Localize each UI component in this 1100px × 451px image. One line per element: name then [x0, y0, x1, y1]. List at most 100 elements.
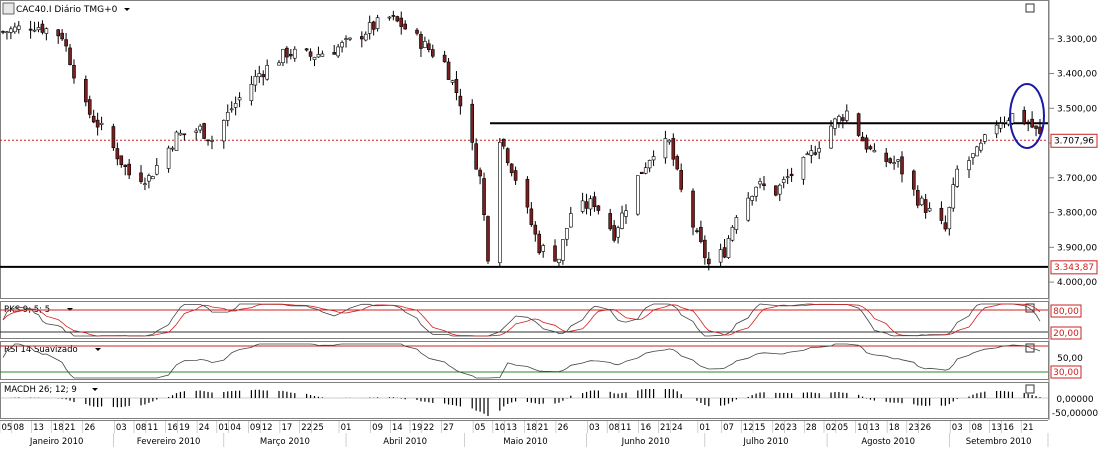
month-label: Janeiro 2010 [29, 437, 84, 447]
month-label: Junho 2010 [621, 437, 670, 447]
candle [391, 10, 396, 21]
day-label: 10 [857, 423, 868, 433]
candle-body [261, 74, 266, 78]
candle-body [182, 133, 187, 136]
candle [403, 20, 407, 30]
last-price-box [1050, 133, 1098, 148]
price-panel-title[interactable]: CAC40.I Diário TMG+0 [16, 5, 118, 15]
candle-body [703, 239, 707, 258]
rsi-title-dropdown-icon[interactable] [95, 348, 101, 351]
candle [430, 44, 435, 59]
day-label: 13 [991, 423, 1002, 433]
macd-maximize-icon[interactable] [1025, 384, 1035, 394]
candle-body [277, 62, 281, 66]
day-label: 03 [952, 423, 963, 433]
day-label: 15 [755, 423, 766, 433]
candle [967, 156, 971, 178]
month-label: Março 2010 [260, 437, 310, 447]
candle [285, 46, 289, 64]
candle-body [450, 80, 455, 83]
candle-body [533, 224, 538, 235]
candle [320, 50, 325, 57]
candle [565, 228, 569, 247]
candle [785, 168, 790, 184]
candle [1002, 116, 1007, 128]
day-label: 18 [53, 423, 64, 433]
candle-body [1, 31, 5, 33]
candle [344, 35, 348, 48]
month-label: Maio 2010 [503, 437, 547, 447]
candle [222, 119, 226, 149]
candle-body [900, 156, 904, 175]
candle [667, 139, 672, 145]
instrument-icon[interactable] [2, 2, 15, 15]
day-label: 01 [218, 423, 229, 433]
candle [486, 215, 490, 264]
candle [647, 159, 652, 173]
price-title-dropdown-icon[interactable] [124, 8, 130, 11]
candle [777, 183, 782, 201]
candle-body [596, 205, 601, 211]
candle [730, 225, 735, 242]
pks-d-line [2, 303, 1041, 337]
candle [809, 144, 814, 164]
candle-body [482, 178, 486, 216]
candle-body [647, 160, 652, 169]
day-label: 11 [147, 423, 158, 433]
price-maximize-icon[interactable] [1025, 3, 1035, 13]
pks-maximize-icon[interactable] [1025, 303, 1035, 313]
rsi-panel-title[interactable]: RSI 14 Suavizado [4, 345, 78, 355]
day-label: 09 [372, 423, 383, 433]
day-label: 25 [313, 423, 324, 433]
candle-body [292, 48, 297, 59]
candle [198, 123, 202, 134]
day-label: 19 [412, 423, 423, 433]
candle-body [557, 258, 561, 263]
candle [868, 144, 873, 151]
month-label: Julho 2010 [742, 437, 788, 447]
candle [281, 48, 285, 67]
candle-body [281, 48, 285, 63]
candle-body [636, 175, 640, 215]
candle [651, 150, 656, 166]
rsi-30-box [1050, 365, 1082, 379]
candle [1030, 111, 1034, 129]
candle [40, 20, 45, 35]
candle-body [68, 47, 72, 65]
candle-body [486, 216, 490, 262]
candle-body [229, 108, 234, 111]
macd-panel-title[interactable]: MACDH 26; 12; 9 [4, 385, 77, 395]
day-label: 08 [136, 423, 147, 433]
candle-body [501, 138, 506, 147]
candle [762, 175, 766, 191]
candle [813, 145, 818, 156]
candle [837, 114, 841, 128]
macd-title-dropdown-icon[interactable] [92, 388, 98, 391]
candle-body [427, 43, 431, 51]
day-label: 05 [475, 423, 486, 433]
pks-series [2, 303, 1041, 337]
candle [32, 21, 37, 33]
candle-body [442, 54, 447, 63]
candle-body [308, 51, 313, 57]
candle [616, 225, 620, 244]
candle [151, 175, 155, 180]
candle-body [781, 179, 786, 183]
candle-body [872, 150, 877, 153]
candle-body [584, 201, 589, 209]
candle-body [679, 170, 683, 190]
candle-body [1022, 110, 1027, 124]
candle-body [734, 217, 739, 230]
candle-body [975, 146, 979, 157]
day-label: 26 [557, 423, 568, 433]
candle [225, 104, 230, 127]
candle [139, 165, 143, 184]
candle [316, 46, 321, 58]
candle [147, 173, 151, 189]
candle-body [344, 38, 348, 40]
candle-body [892, 162, 896, 164]
candle-body [430, 49, 435, 57]
candle-body [505, 148, 510, 164]
candle-body [789, 173, 794, 177]
candle-body [639, 171, 644, 175]
